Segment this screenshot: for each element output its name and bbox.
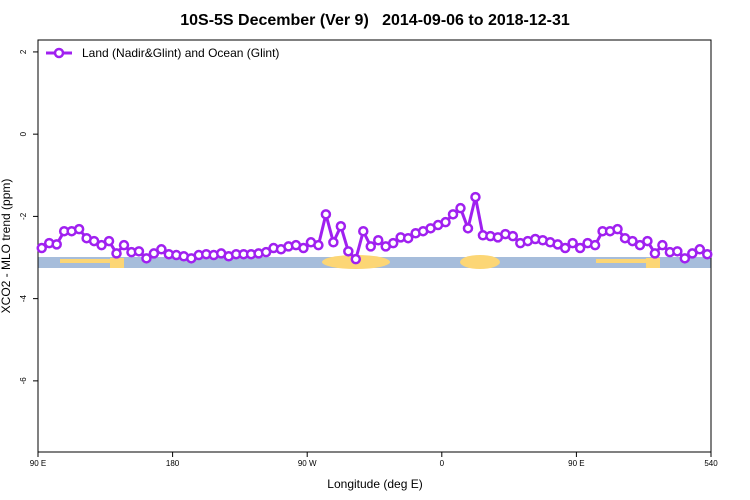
data-point xyxy=(567,237,578,249)
data-point xyxy=(447,209,459,220)
data-point xyxy=(559,242,571,254)
data-point xyxy=(402,232,414,244)
data-point xyxy=(627,235,638,247)
land-patch xyxy=(460,255,500,269)
data-point xyxy=(313,239,324,251)
data-point xyxy=(335,221,347,232)
data-point xyxy=(260,246,272,258)
y-axis-label: XCO2 - MLO trend (ppm) xyxy=(0,179,13,314)
data-point xyxy=(642,235,653,247)
data-point xyxy=(358,225,369,237)
data-point xyxy=(96,239,107,251)
data-point xyxy=(51,239,62,250)
data-point xyxy=(387,237,399,249)
data-point xyxy=(589,239,601,251)
x-tick-label: 180 xyxy=(166,459,180,468)
x-tick-label: 90 W xyxy=(298,459,317,468)
data-point xyxy=(455,202,466,214)
data-point xyxy=(574,242,586,254)
data-point xyxy=(657,239,668,251)
data-point xyxy=(88,235,100,247)
data-point xyxy=(672,246,683,257)
data-point xyxy=(36,242,47,254)
data-point xyxy=(103,235,115,247)
y-tick-label: -6 xyxy=(19,377,28,385)
x-axis-label: Longitude (deg E) xyxy=(327,477,422,491)
y-tick-label: 0 xyxy=(19,131,28,136)
data-point xyxy=(649,248,661,259)
data-point xyxy=(462,223,474,234)
x-tick-label: 90 E xyxy=(30,459,46,468)
data-point xyxy=(118,239,130,251)
data-point xyxy=(148,248,160,259)
data-point xyxy=(350,253,362,265)
map-strip xyxy=(38,255,711,269)
x-tick-label: 540 xyxy=(704,459,718,468)
data-point xyxy=(73,223,85,235)
data-point xyxy=(133,246,145,257)
data-point xyxy=(141,253,152,264)
land-patch xyxy=(646,258,660,268)
data-point xyxy=(702,248,713,260)
data-point xyxy=(470,191,481,203)
data-point xyxy=(156,244,167,255)
y-tick-label: -4 xyxy=(19,295,28,303)
data-point xyxy=(440,216,451,228)
data-point xyxy=(328,237,339,248)
y-tick-label: -2 xyxy=(19,212,28,220)
x-tick-label: 90 E xyxy=(568,459,584,468)
data-point xyxy=(111,248,122,259)
legend-label: Land (Nadir&Glint) and Ocean (Glint) xyxy=(82,46,279,60)
data-point xyxy=(365,241,377,252)
data-point xyxy=(320,209,332,220)
chart-title: 10S-5S December (Ver 9) 2014-09-06 to 20… xyxy=(180,12,570,29)
land-patch xyxy=(60,259,110,263)
land-patch xyxy=(110,258,124,268)
land-patch xyxy=(596,259,646,263)
y-tick-label: 2 xyxy=(19,49,28,54)
data-point xyxy=(687,248,698,259)
legend-swatch xyxy=(53,47,65,59)
data-point xyxy=(634,239,646,251)
data-point xyxy=(507,230,519,242)
data-point xyxy=(679,253,691,264)
data-point xyxy=(343,246,354,257)
data-point xyxy=(612,223,623,235)
data-point xyxy=(694,244,706,255)
data-point xyxy=(298,242,309,254)
data-point xyxy=(372,234,384,246)
x-tick-label: 0 xyxy=(440,459,445,468)
